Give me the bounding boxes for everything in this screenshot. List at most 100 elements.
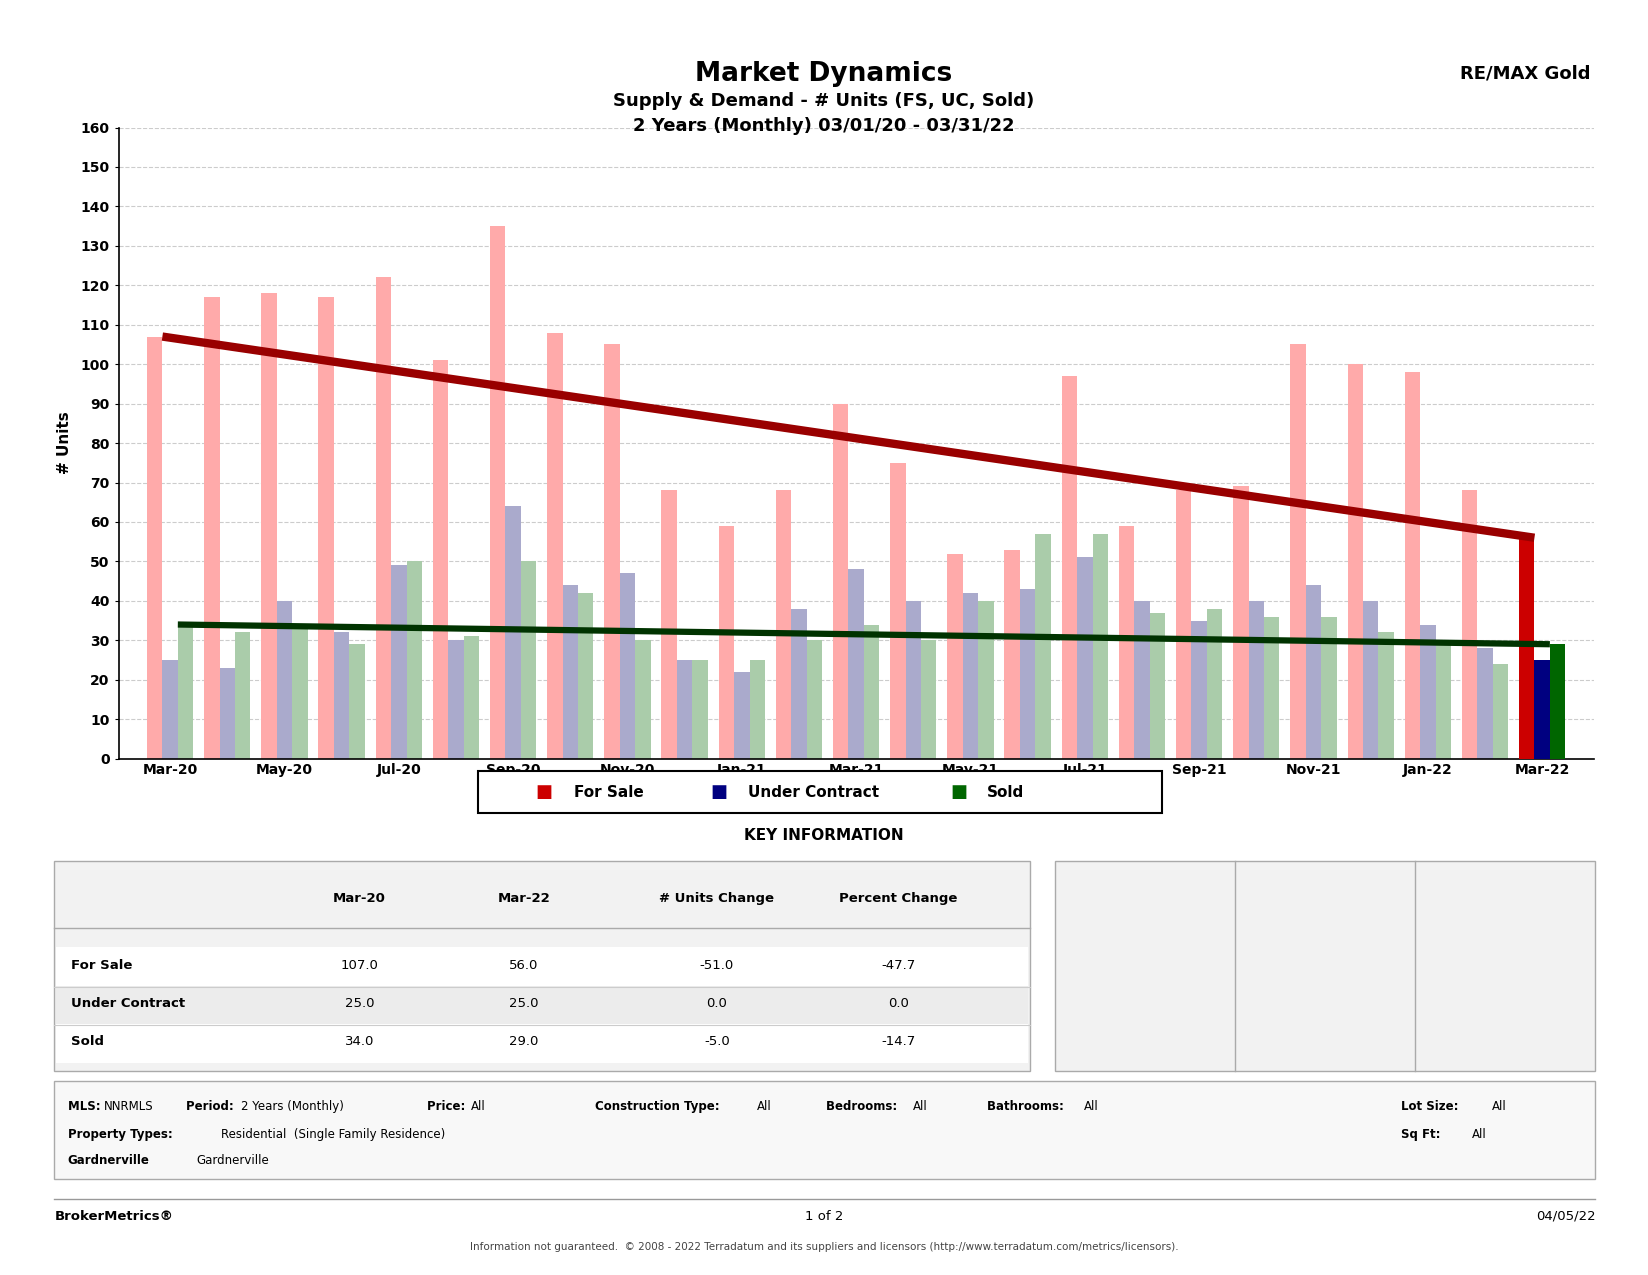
Bar (661, 491, 677, 759)
Bar (1177, 491, 1192, 759)
Text: Supply & Demand - # Units (FS, UC, Sold): Supply & Demand - # Units (FS, UC, Sold) (613, 92, 1035, 110)
Bar (1435, 640, 1450, 759)
Bar (376, 278, 391, 759)
Bar (547, 333, 562, 759)
Bar (1549, 644, 1566, 759)
Y-axis label: # Units: # Units (58, 412, 73, 474)
Text: All: All (756, 1100, 771, 1113)
Bar (204, 297, 219, 759)
Bar (506, 506, 521, 759)
Bar (1093, 534, 1107, 759)
Text: 2 Years (Monthly): 2 Years (Monthly) (241, 1100, 343, 1113)
Text: -5.0: -5.0 (704, 1035, 730, 1048)
Bar (277, 601, 292, 759)
Bar (1290, 344, 1305, 759)
Text: 1 of 2: 1 of 2 (804, 1210, 844, 1223)
Text: Percent Change: Percent Change (839, 892, 957, 905)
Bar (578, 593, 593, 759)
Bar (1348, 365, 1363, 759)
Bar (864, 625, 880, 759)
Bar (349, 644, 364, 759)
Bar (620, 574, 634, 759)
Text: ■: ■ (710, 783, 727, 802)
Text: # Units Change: # Units Change (659, 892, 775, 905)
Text: Price:: Price: (427, 1100, 470, 1113)
Text: Gardnerville: Gardnerville (196, 1154, 269, 1167)
Text: UC: UC (1305, 947, 1320, 956)
Bar (677, 660, 692, 759)
Text: Mar-20: Mar-20 (333, 892, 386, 905)
Bar (147, 337, 163, 759)
Bar (906, 601, 921, 759)
Bar (1134, 601, 1150, 759)
Bar (1233, 487, 1249, 759)
Text: 0.0: 0.0 (707, 997, 727, 1010)
Bar (489, 226, 506, 759)
Bar (562, 585, 578, 759)
Bar (634, 640, 651, 759)
Text: Under Contract: Under Contract (71, 997, 185, 1010)
Bar (605, 344, 620, 759)
Bar (849, 569, 864, 759)
Text: 56.0: 56.0 (509, 959, 539, 972)
Bar (806, 640, 822, 759)
Text: Mar-22: Mar-22 (498, 892, 550, 905)
Bar (1061, 376, 1078, 759)
Bar (948, 553, 962, 759)
Bar (832, 404, 849, 759)
Bar (219, 668, 236, 759)
Bar (719, 525, 733, 759)
Text: 0.0: 0.0 (888, 997, 908, 1010)
Bar (178, 625, 193, 759)
Text: For Sale: For Sale (71, 959, 132, 972)
Bar (448, 640, 463, 759)
Bar (1519, 538, 1534, 759)
Text: Market Dynamics: Market Dynamics (695, 61, 953, 87)
Bar (962, 593, 979, 759)
Text: Residential  (Single Family Residence): Residential (Single Family Residence) (221, 1128, 445, 1141)
Text: -14.7%: -14.7% (1488, 955, 1523, 965)
Bar (979, 601, 994, 759)
Bar (1150, 613, 1165, 759)
Bar (318, 297, 335, 759)
Bar (776, 491, 791, 759)
Text: -51.0: -51.0 (700, 959, 733, 972)
Bar (1035, 534, 1051, 759)
Text: 04/05/22: 04/05/22 (1536, 1210, 1595, 1223)
Text: 29.0: 29.0 (509, 1035, 539, 1048)
Text: Property Types:: Property Types: (68, 1128, 176, 1141)
Text: 25.0: 25.0 (509, 997, 539, 1010)
Text: ■: ■ (951, 783, 967, 802)
Text: Bathrooms:: Bathrooms: (987, 1100, 1068, 1113)
Bar (335, 632, 349, 759)
Text: Sold: Sold (987, 785, 1025, 799)
Text: Bedrooms:: Bedrooms: (826, 1100, 901, 1113)
Bar (1249, 601, 1264, 759)
Text: Construction Type:: Construction Type: (595, 1100, 723, 1113)
Bar (163, 660, 178, 759)
Bar (1404, 372, 1421, 759)
Text: 34.0: 34.0 (344, 1035, 374, 1048)
Bar (1493, 664, 1508, 759)
Text: Period:: Period: (186, 1100, 237, 1113)
Bar (750, 660, 765, 759)
Bar (1322, 617, 1337, 759)
Polygon shape (1089, 941, 1200, 1014)
Bar (433, 361, 448, 759)
Bar (1078, 557, 1093, 759)
Text: 0.0%: 0.0% (1300, 973, 1325, 982)
Bar (262, 293, 277, 759)
Bar (391, 565, 407, 759)
Text: BrokerMetrics®: BrokerMetrics® (54, 1210, 173, 1223)
Bar (292, 629, 308, 759)
Text: For Sale: For Sale (1124, 924, 1165, 933)
Text: Gardnerville: Gardnerville (68, 1154, 150, 1167)
Text: Information not guaranteed.  © 2008 - 2022 Terradatum and its suppliers and lice: Information not guaranteed. © 2008 - 202… (470, 1242, 1178, 1252)
Bar (1378, 632, 1394, 759)
Bar (1005, 550, 1020, 759)
Text: Under Contract: Under Contract (748, 785, 880, 799)
Text: All: All (1472, 1128, 1486, 1141)
Text: RE/MAX Gold: RE/MAX Gold (1460, 65, 1590, 83)
Text: 2 Years (Monthly) 03/01/20 - 03/31/22: 2 Years (Monthly) 03/01/20 - 03/31/22 (633, 117, 1015, 135)
Text: Sold: Sold (1495, 924, 1516, 933)
